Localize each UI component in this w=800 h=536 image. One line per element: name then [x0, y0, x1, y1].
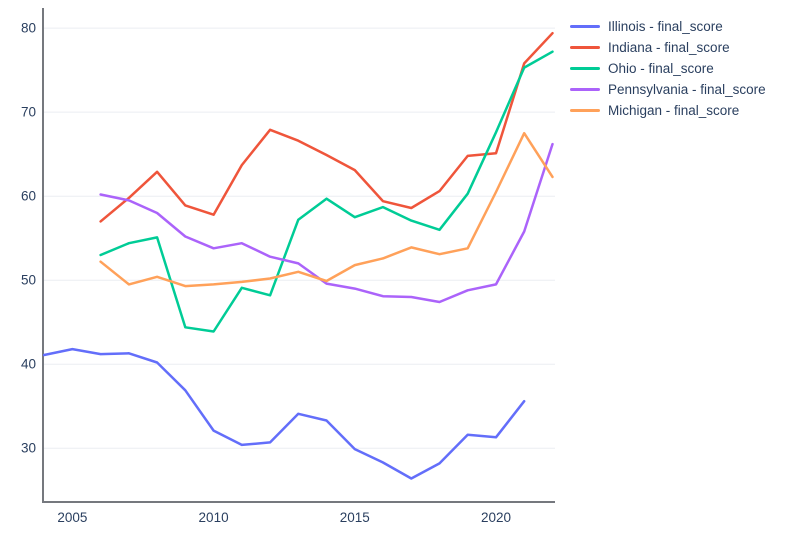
legend-item-pennsylvania[interactable]: Pennsylvania - final_score — [570, 79, 766, 100]
series-line-michigan — [99, 131, 554, 288]
x-tick-label: 2010 — [199, 510, 229, 525]
legend-label: Indiana - final_score — [608, 40, 730, 55]
legend: Illinois - final_score Indiana - final_sc… — [570, 16, 766, 121]
series-line-ohio — [99, 50, 554, 333]
legend-swatch-icon — [570, 67, 600, 70]
legend-label: Illinois - final_score — [608, 19, 723, 34]
y-tick-label: 70 — [21, 105, 36, 120]
series-line-pennsylvania — [99, 142, 554, 304]
y-tick-label: 80 — [21, 21, 36, 36]
legend-label: Michigan - final_score — [608, 103, 740, 118]
legend-swatch-icon — [570, 25, 600, 28]
legend-label: Pennsylvania - final_score — [608, 82, 766, 97]
legend-item-illinois[interactable]: Illinois - final_score — [570, 16, 766, 37]
axis-lines — [42, 8, 555, 503]
x-tick-label: 2005 — [57, 510, 87, 525]
legend-swatch-icon — [570, 109, 600, 112]
series-line-illinois — [42, 347, 526, 480]
legend-label: Ohio - final_score — [608, 61, 714, 76]
y-tick-label: 30 — [21, 441, 36, 456]
x-tick-label: 2020 — [481, 510, 511, 525]
legend-item-indiana[interactable]: Indiana - final_score — [570, 37, 766, 58]
legend-item-ohio[interactable]: Ohio - final_score — [570, 58, 766, 79]
series-line-indiana — [99, 31, 554, 223]
legend-swatch-icon — [570, 46, 600, 49]
legend-swatch-icon — [570, 88, 600, 91]
y-tick-label: 40 — [21, 357, 36, 372]
y-tick-label: 50 — [21, 273, 36, 288]
legend-item-michigan[interactable]: Michigan - final_score — [570, 100, 766, 121]
x-tick-label: 2015 — [340, 510, 370, 525]
y-tick-label: 60 — [21, 189, 36, 204]
